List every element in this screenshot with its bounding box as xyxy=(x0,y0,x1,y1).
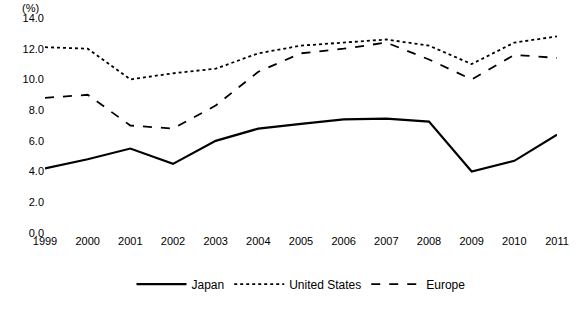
svg-text:2010: 2010 xyxy=(502,235,526,247)
svg-text:2006: 2006 xyxy=(331,235,355,247)
svg-text:10.0: 10.0 xyxy=(23,73,44,85)
svg-text:2003: 2003 xyxy=(203,235,227,247)
svg-text:14.0: 14.0 xyxy=(23,12,44,24)
svg-text:8.0: 8.0 xyxy=(29,104,44,116)
svg-text:1999: 1999 xyxy=(33,235,57,247)
svg-text:2009: 2009 xyxy=(459,235,483,247)
svg-text:Japan: Japan xyxy=(192,278,225,292)
svg-text:2.0: 2.0 xyxy=(29,196,44,208)
svg-text:United States: United States xyxy=(289,278,361,292)
svg-text:2007: 2007 xyxy=(374,235,398,247)
svg-text:4.0: 4.0 xyxy=(29,165,44,177)
svg-text:2002: 2002 xyxy=(161,235,185,247)
svg-text:6.0: 6.0 xyxy=(29,135,44,147)
svg-text:2004: 2004 xyxy=(246,235,270,247)
svg-text:12.0: 12.0 xyxy=(23,43,44,55)
svg-text:(%): (%) xyxy=(22,2,39,14)
svg-text:2000: 2000 xyxy=(75,235,99,247)
svg-text:0.0: 0.0 xyxy=(29,227,44,239)
svg-text:2011: 2011 xyxy=(545,235,569,247)
svg-text:2001: 2001 xyxy=(118,235,142,247)
svg-text:Europe: Europe xyxy=(426,278,465,292)
svg-text:2008: 2008 xyxy=(417,235,441,247)
svg-text:2005: 2005 xyxy=(289,235,313,247)
